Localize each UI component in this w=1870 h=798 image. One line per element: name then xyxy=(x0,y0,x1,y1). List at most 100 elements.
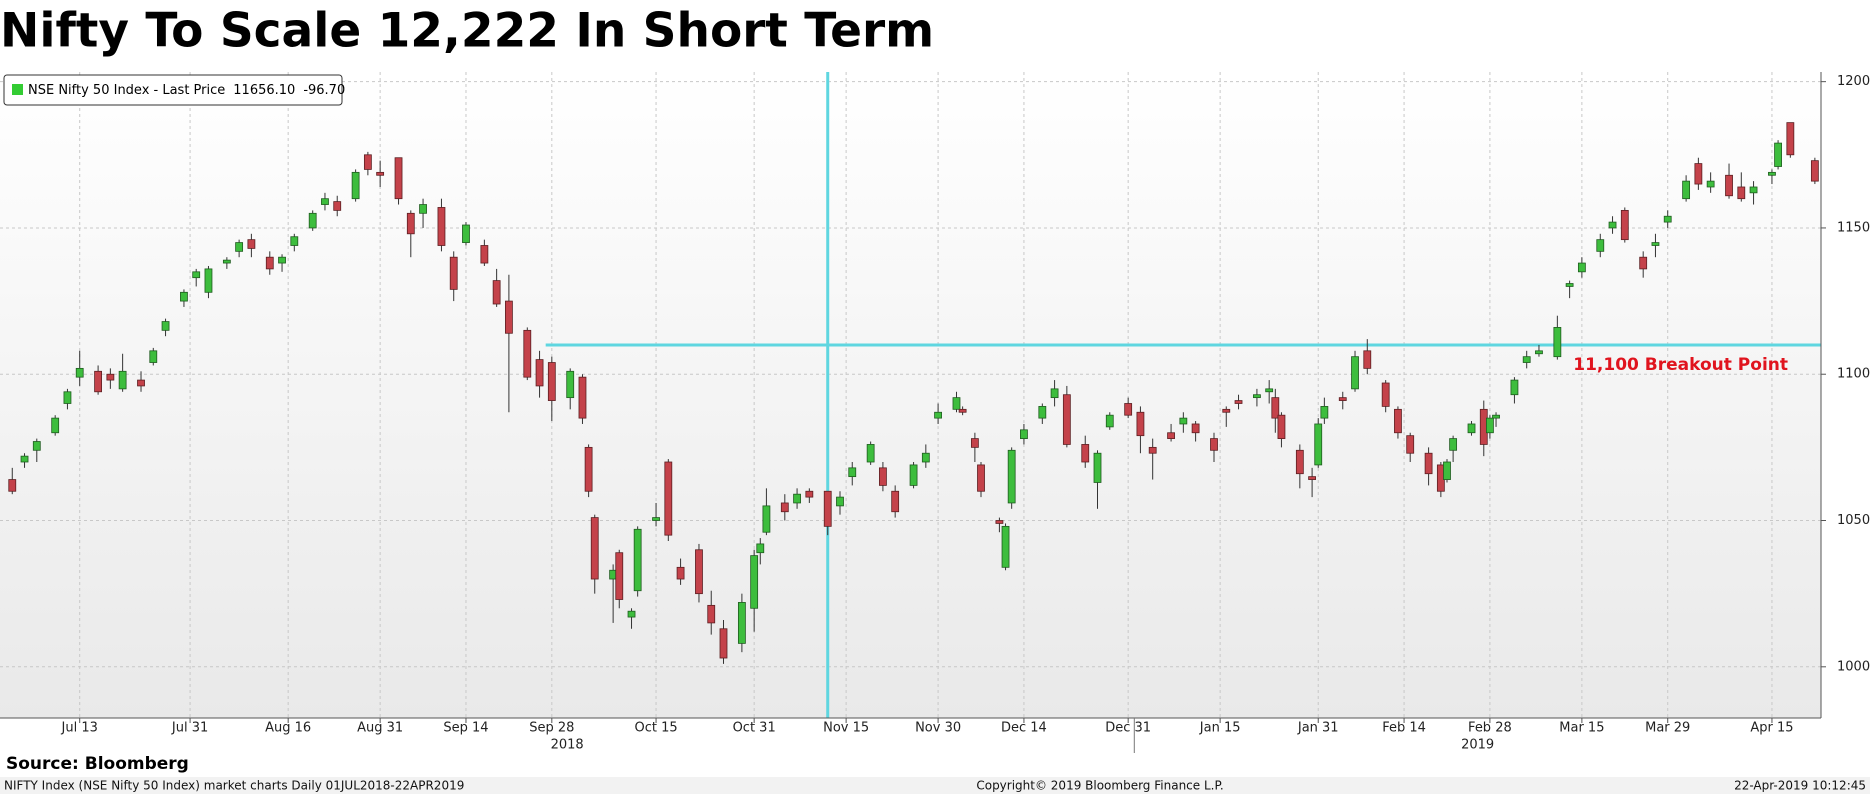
candle-body xyxy=(1179,417,1188,425)
x-tick-label: Mar 29 xyxy=(1645,721,1690,736)
candle-body xyxy=(750,555,759,609)
candle-body xyxy=(848,467,857,478)
x-tick-label: Jan 15 xyxy=(1199,721,1241,736)
candle-body xyxy=(934,411,942,419)
candle-body xyxy=(1522,356,1531,363)
candle-body xyxy=(664,461,673,536)
candle-body xyxy=(578,376,587,419)
candle-body xyxy=(1694,163,1703,185)
candle-body xyxy=(1265,388,1274,393)
candle-body xyxy=(321,198,329,205)
candle-body xyxy=(1768,171,1776,176)
candle-body xyxy=(707,604,716,624)
candle-body xyxy=(633,528,642,592)
x-tick-label: Aug 16 xyxy=(265,721,311,736)
candle-body xyxy=(1020,429,1028,439)
candle-body xyxy=(1253,394,1261,399)
x-tick-label: Sep 28 xyxy=(529,721,574,736)
candle-body xyxy=(1277,414,1286,439)
candle-body xyxy=(462,224,470,243)
candle-body xyxy=(1749,186,1758,194)
candle-body xyxy=(1486,417,1494,434)
candle-body xyxy=(333,201,342,211)
candle-body xyxy=(180,291,188,302)
candle-body xyxy=(94,370,103,393)
candle-body xyxy=(247,239,256,249)
candle-body xyxy=(547,362,556,401)
candle-body xyxy=(1467,423,1476,434)
candle-body xyxy=(449,256,458,290)
plot-background xyxy=(0,72,1821,718)
candle-body xyxy=(695,549,703,595)
legend-change: -96.70 xyxy=(303,83,345,98)
candle-body xyxy=(1639,256,1648,270)
x-tick-label: Aug 31 xyxy=(357,721,403,736)
candle-body xyxy=(63,391,72,404)
candle-body xyxy=(780,502,789,513)
candle-body xyxy=(1234,400,1243,404)
candle-body xyxy=(235,242,244,252)
candle-body xyxy=(1308,476,1317,480)
x-tick-label: Mar 15 xyxy=(1559,721,1604,736)
candle-body xyxy=(952,397,961,410)
candle-body xyxy=(1320,406,1329,419)
candle-body xyxy=(1682,180,1691,200)
y-tick-label: 10500 xyxy=(1837,513,1870,528)
candle-body xyxy=(1725,174,1733,197)
y-tick-label: 12000 xyxy=(1837,74,1870,89)
candle-body xyxy=(970,438,979,448)
candle-body xyxy=(204,268,213,293)
breakout-label: 11,100 Breakout Point xyxy=(1573,355,1788,375)
plot-area xyxy=(0,72,1821,718)
candle-body xyxy=(523,329,532,378)
candle-body xyxy=(535,359,544,387)
candle-body xyxy=(823,490,832,527)
candle-body xyxy=(376,171,385,176)
candle-body xyxy=(676,566,685,580)
x-tick-label: Apr 15 xyxy=(1750,721,1793,736)
candle-body xyxy=(1314,423,1323,466)
candle-body xyxy=(1424,452,1433,475)
x-tick-label: Oct 15 xyxy=(634,721,677,736)
candle-body xyxy=(351,171,360,200)
candle-body xyxy=(51,417,60,434)
candle-body xyxy=(977,464,985,492)
legend-name: NSE Nifty 50 Index - Last Price xyxy=(28,83,225,98)
candle-body xyxy=(1271,397,1280,419)
x-tick-label: Nov 15 xyxy=(823,721,869,736)
candle-body xyxy=(879,467,887,486)
x-tick-label: Jul 13 xyxy=(61,721,98,736)
candle-body xyxy=(1191,423,1200,434)
candle-body xyxy=(1050,388,1059,399)
x-tick-label: Feb 14 xyxy=(1382,721,1426,736)
candle-body xyxy=(437,207,446,246)
candle-body xyxy=(1449,438,1458,451)
footer-bar xyxy=(0,777,1870,794)
candle-body xyxy=(222,259,231,264)
candle-body xyxy=(406,212,415,235)
candle-body xyxy=(836,496,844,507)
candle-body xyxy=(480,245,489,264)
candle-body xyxy=(1210,438,1218,451)
candle-body xyxy=(1038,406,1047,419)
candle-body xyxy=(1774,142,1782,167)
candle-body xyxy=(1510,379,1519,396)
candle-body xyxy=(1737,186,1746,200)
candle-body xyxy=(192,271,201,279)
candle-body xyxy=(149,350,158,363)
candle-body xyxy=(1535,350,1543,355)
candle-body xyxy=(75,367,84,378)
candle-body xyxy=(1105,414,1114,428)
candle-body xyxy=(1295,449,1304,475)
candle-body xyxy=(921,452,930,463)
candle-body xyxy=(1443,461,1451,480)
y-tick-label: 10000 xyxy=(1837,659,1870,674)
candle-body xyxy=(1081,444,1090,463)
candle-body xyxy=(137,379,145,387)
candle-body xyxy=(1338,397,1347,401)
candle-body xyxy=(8,479,17,492)
candle-body xyxy=(492,280,501,305)
y-tick-label: 11000 xyxy=(1837,367,1870,382)
candle-body xyxy=(1001,525,1010,568)
candle-body xyxy=(1148,446,1157,454)
